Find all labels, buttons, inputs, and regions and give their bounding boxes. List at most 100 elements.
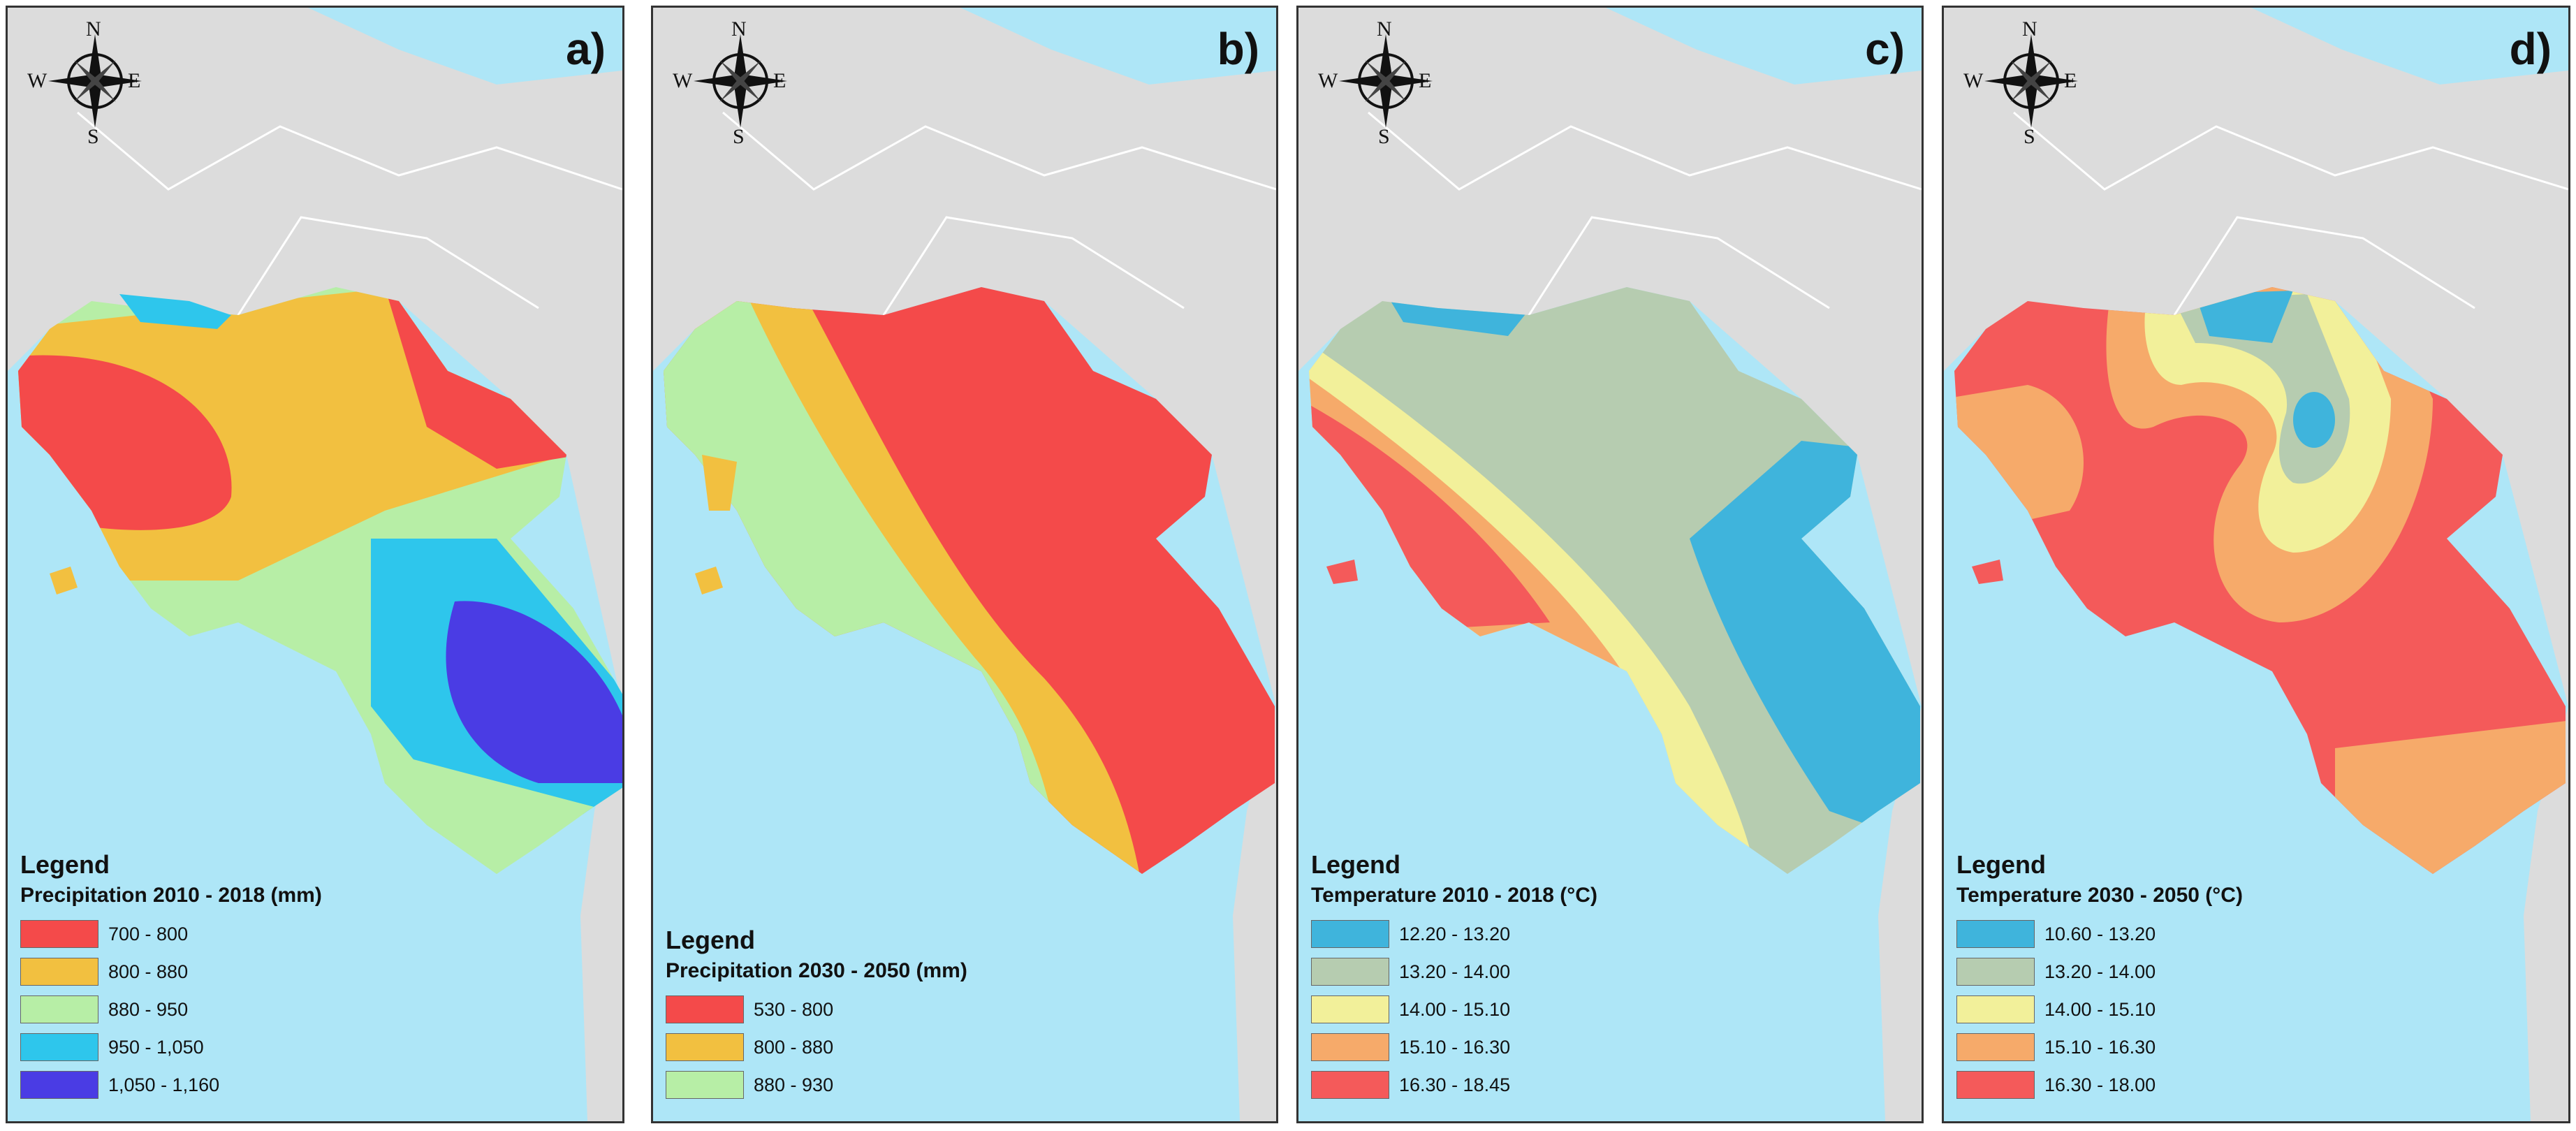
legend-item: 14.00 - 15.10 [1311, 995, 1597, 1023]
legend-item: 15.10 - 16.30 [1956, 1033, 2243, 1061]
legend: Legend Temperature 2030 - 2050 (°C) 10.6… [1956, 850, 2243, 1109]
legend: Legend Temperature 2010 - 2018 (°C) 12.2… [1311, 850, 1597, 1109]
northern-lake-a [119, 294, 231, 329]
north-label: N [2022, 17, 2037, 41]
north-label: N [86, 17, 101, 41]
legend-swatch [1956, 1071, 2035, 1099]
land-outside-region [8, 8, 622, 1121]
legend-item: 800 - 880 [20, 958, 322, 986]
east-label: E [773, 69, 786, 92]
legend-label: 13.20 - 14.00 [1399, 961, 1511, 982]
legend-item: 13.20 - 14.00 [1311, 958, 1597, 986]
compass-icon [694, 34, 787, 128]
legend-swatch [666, 995, 744, 1023]
legend-item: 15.10 - 16.30 [1311, 1033, 1597, 1061]
legend-label: 950 - 1,050 [108, 1036, 204, 1058]
legend-swatch [20, 995, 98, 1023]
legend-item: 880 - 930 [666, 1071, 967, 1099]
legend-label: 880 - 930 [754, 1074, 834, 1095]
sea-north [1606, 8, 1922, 85]
legend-swatch [20, 958, 98, 986]
legend-title: Legend [666, 926, 756, 954]
legend-swatch [1956, 1033, 2035, 1061]
legend-item: 16.30 - 18.00 [1956, 1071, 2243, 1099]
panel-label: b) [1217, 24, 1259, 74]
east-label: E [128, 69, 141, 92]
bay-zone-b [702, 455, 737, 511]
legend-label: 15.10 - 16.30 [1399, 1036, 1511, 1058]
legend-label: 16.30 - 18.00 [2044, 1074, 2156, 1095]
map-panel-b: N S E W b) Legend Precipitation 2030 - 2… [651, 6, 1278, 1123]
temperature-map-d [1944, 8, 2568, 1121]
legend-label: 16.30 - 18.45 [1399, 1074, 1511, 1095]
precipitation-map-b [653, 8, 1276, 1121]
legend-item: 16.30 - 18.45 [1311, 1071, 1597, 1099]
legend-item: 12.20 - 13.20 [1311, 920, 1597, 948]
legend-item: 800 - 880 [666, 1033, 967, 1061]
land-outside-region [653, 8, 1276, 1121]
sea-north [308, 8, 622, 85]
map-panel-a: N S E W a) Legend Precipitation 2010 - 2… [6, 6, 624, 1123]
legend-item: 700 - 800 [20, 920, 322, 948]
legend-item: 880 - 950 [20, 995, 322, 1023]
legend-swatch [1311, 958, 1389, 986]
legend-swatch [1956, 920, 2035, 948]
legend-label: 15.10 - 16.30 [2044, 1036, 2156, 1058]
legend-label: 880 - 950 [108, 998, 189, 1020]
compass-rose: N S E W [27, 17, 154, 148]
north-label: N [1377, 17, 1392, 41]
precipitation-map-a [8, 8, 622, 1121]
legend-label: 530 - 800 [754, 998, 834, 1020]
compass-rose: N S E W [1963, 17, 2091, 148]
compass-rose: N S E W [1318, 17, 1445, 148]
legend-title: Legend [1956, 850, 2047, 879]
legend-label: 14.00 - 15.10 [2044, 998, 2156, 1020]
legend-title: Legend [1311, 850, 1401, 879]
land-outside-region [1944, 8, 2568, 1121]
south-label: S [2024, 125, 2035, 148]
legend-label: 14.00 - 15.10 [1399, 998, 1511, 1020]
legend-label: 12.20 - 13.20 [1399, 923, 1511, 944]
legend-swatch [1956, 958, 2035, 986]
legend-item: 530 - 800 [666, 995, 967, 1023]
legend-label: 10.60 - 13.20 [2044, 923, 2156, 944]
legend-item: 1,050 - 1,160 [20, 1071, 322, 1099]
admin-boundaries [77, 111, 622, 316]
map-panel-c: N S E W c) Legend Temperature 2010 - 201… [1296, 6, 1924, 1123]
legend-label: 800 - 880 [754, 1036, 834, 1058]
west-label: W [1963, 69, 1984, 92]
compass-rose: N S E W [673, 17, 800, 148]
legend-item: 14.00 - 15.10 [1956, 995, 2243, 1023]
north-label: N [731, 17, 747, 41]
compass-icon [48, 34, 142, 128]
east-label: E [2064, 69, 2077, 92]
legend-subtitle: Temperature 2030 - 2050 (°C) [1956, 884, 2243, 907]
legend-subtitle: Temperature 2010 - 2018 (°C) [1311, 884, 1597, 907]
legend-title: Legend [20, 850, 110, 879]
map-panel-d: N S E W d) Legend Temperature 2030 - 205… [1942, 6, 2570, 1123]
legend-item: 950 - 1,050 [20, 1033, 322, 1061]
compass-icon [1339, 34, 1433, 128]
sea-north [960, 8, 1276, 85]
admin-boundaries [1368, 111, 1922, 316]
compass-icon [1984, 34, 2078, 128]
west-label: W [673, 69, 693, 92]
south-label: S [733, 125, 745, 148]
island-c [1326, 560, 1358, 584]
panel-label: d) [2509, 24, 2552, 74]
south-label: S [1378, 125, 1390, 148]
legend-swatch [1311, 995, 1389, 1023]
admin-boundaries [722, 111, 1276, 316]
legend-swatch [666, 1033, 744, 1061]
legend-subtitle: Precipitation 2010 - 2018 (mm) [20, 884, 322, 907]
legend-swatch [20, 1033, 98, 1061]
land-outside-region [1298, 8, 1922, 1121]
panel-label: c) [1865, 24, 1905, 74]
legend-swatch [1311, 1033, 1389, 1061]
temperature-map-c [1298, 8, 1922, 1121]
west-label: W [27, 69, 47, 92]
island-a [50, 567, 78, 594]
legend: Legend Precipitation 2010 - 2018 (mm) 70… [20, 850, 322, 1109]
legend-swatch [20, 1071, 98, 1099]
legend-item: 13.20 - 14.00 [1956, 958, 2243, 986]
